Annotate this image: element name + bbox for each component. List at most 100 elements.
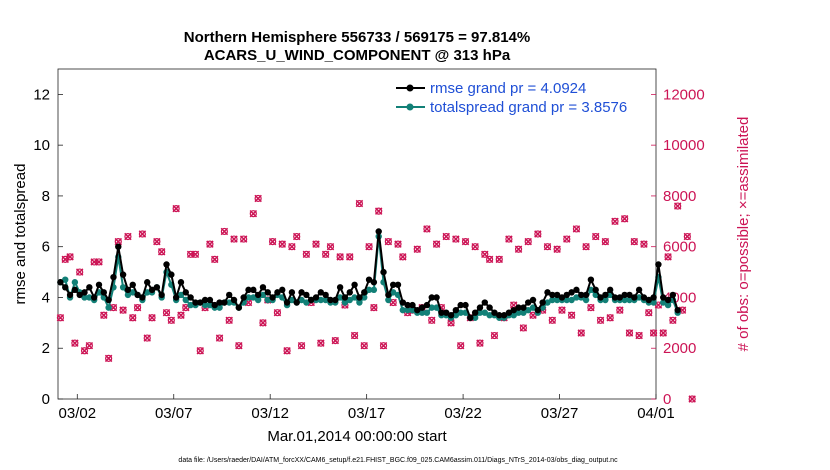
- rmse-point: [163, 261, 170, 268]
- totalspread-point: [226, 299, 233, 306]
- obs-possible-marker: [553, 245, 561, 253]
- obs-assimilated-marker: [543, 242, 552, 251]
- rmse-point: [158, 291, 165, 299]
- obs-possible-marker: [592, 232, 600, 241]
- obs-assimilated-marker: [172, 204, 180, 213]
- obs-assimilated-marker: [630, 237, 639, 246]
- totalspread-point: [365, 286, 373, 294]
- rmse-point: [356, 294, 363, 301]
- obs-possible-marker: [596, 316, 605, 324]
- obs-possible-marker: [582, 243, 590, 251]
- obs-assimilated-marker: [85, 341, 94, 350]
- obs-assimilated-marker: [456, 341, 465, 350]
- rmse-point: [57, 279, 64, 286]
- obs-possible-marker: [471, 243, 479, 251]
- obs-assimilated-marker: [471, 242, 479, 251]
- obs-assimilated-marker: [567, 311, 576, 319]
- rmse-point: [279, 286, 286, 294]
- obs-possible-marker: [326, 243, 335, 251]
- rmse-point: [307, 296, 315, 304]
- obs-assimilated-marker: [114, 237, 123, 246]
- obs-possible-marker: [519, 324, 527, 332]
- totalspread-point: [582, 296, 590, 304]
- totalspread-point: [544, 299, 551, 306]
- obs-possible-marker: [505, 235, 513, 243]
- obs-assimilated-marker: [283, 347, 291, 355]
- rmse-point: [500, 312, 508, 319]
- obs-possible-marker: [225, 316, 233, 324]
- totalspread-point: [635, 294, 643, 301]
- y-tick-label-left: 2: [42, 340, 50, 357]
- totalspread-point: [129, 289, 136, 296]
- obs-assimilated-marker: [71, 339, 79, 347]
- obs-assimilated-marker: [254, 194, 262, 203]
- rmse-point: [635, 286, 643, 294]
- totalspread-point: [452, 312, 460, 319]
- rmse-point: [389, 281, 397, 288]
- rmse-point: [129, 281, 136, 288]
- obs-assimilated-marker: [249, 209, 258, 218]
- obs-possible-marker: [162, 309, 171, 317]
- obs-possible-marker: [669, 316, 677, 324]
- rmse-point: [650, 294, 657, 301]
- obs-possible-marker: [191, 250, 200, 258]
- rmse-point: [414, 306, 421, 314]
- obs-possible-marker: [543, 243, 552, 251]
- obs-possible-marker: [457, 342, 465, 350]
- obs-possible-marker: [568, 311, 576, 319]
- obs-possible-marker: [674, 202, 682, 210]
- obs-possible-marker: [577, 329, 585, 337]
- y-tick-label-left: 8: [42, 188, 50, 205]
- obs-assimilated-marker: [157, 248, 166, 256]
- obs-assimilated-marker: [649, 329, 658, 337]
- rmse-series: [57, 228, 681, 321]
- obs-assimilated-marker: [688, 395, 696, 403]
- obs-assimilated-marker: [109, 303, 118, 312]
- rmse-point: [303, 291, 310, 299]
- obs-possible-marker: [148, 314, 156, 322]
- rmse-point: [660, 294, 667, 301]
- obs-possible-marker: [394, 240, 402, 248]
- obs-possible-marker: [172, 205, 180, 213]
- rmse-point: [336, 284, 344, 291]
- obs-assimilated-marker: [321, 250, 330, 259]
- obs-assimilated-marker: [56, 314, 65, 322]
- y-tick-label-right: 6000: [663, 239, 696, 256]
- totalspread-point: [288, 296, 296, 304]
- obs-possible-marker: [220, 227, 228, 236]
- obs-possible-marker: [124, 232, 132, 241]
- rmse-point: [283, 299, 291, 306]
- rmse-point: [245, 286, 252, 294]
- obs-possible-marker: [240, 235, 248, 243]
- y-axis-label-right: # of obs: o=possible; ×=assimilated: [735, 117, 752, 352]
- obs-possible-marker: [336, 253, 344, 261]
- totalspread-point: [346, 296, 353, 304]
- rmse-point: [221, 299, 228, 306]
- obs-assimilated-marker: [143, 334, 151, 342]
- rmse-point: [341, 294, 349, 301]
- obs-assimilated-marker: [399, 253, 407, 261]
- rmse-point: [216, 299, 223, 306]
- totalspread-point: [549, 296, 556, 304]
- rmse-point: [462, 301, 469, 309]
- obs-assimilated-marker: [124, 232, 132, 241]
- rmse-point: [119, 271, 127, 278]
- rmse-point: [144, 279, 151, 286]
- obs-assimilated-marker: [428, 316, 436, 325]
- rmse-point: [148, 286, 156, 294]
- obs-possible-marker: [90, 258, 98, 266]
- obs-possible-marker: [278, 240, 286, 248]
- rmse-point: [254, 291, 262, 299]
- rmse-point: [62, 284, 69, 291]
- plot-area: [57, 68, 657, 400]
- rmse-point: [250, 286, 257, 294]
- obs-possible-marker: [167, 316, 175, 324]
- rmse-point: [553, 291, 561, 299]
- obs-assimilated-marker: [95, 258, 103, 266]
- rmse-point: [370, 279, 378, 286]
- rmse-point: [481, 299, 488, 306]
- obs-possible-marker: [683, 232, 691, 241]
- rmse-point: [496, 312, 503, 319]
- obs-possible-marker: [481, 250, 489, 258]
- obs-assimilated-marker: [220, 227, 229, 236]
